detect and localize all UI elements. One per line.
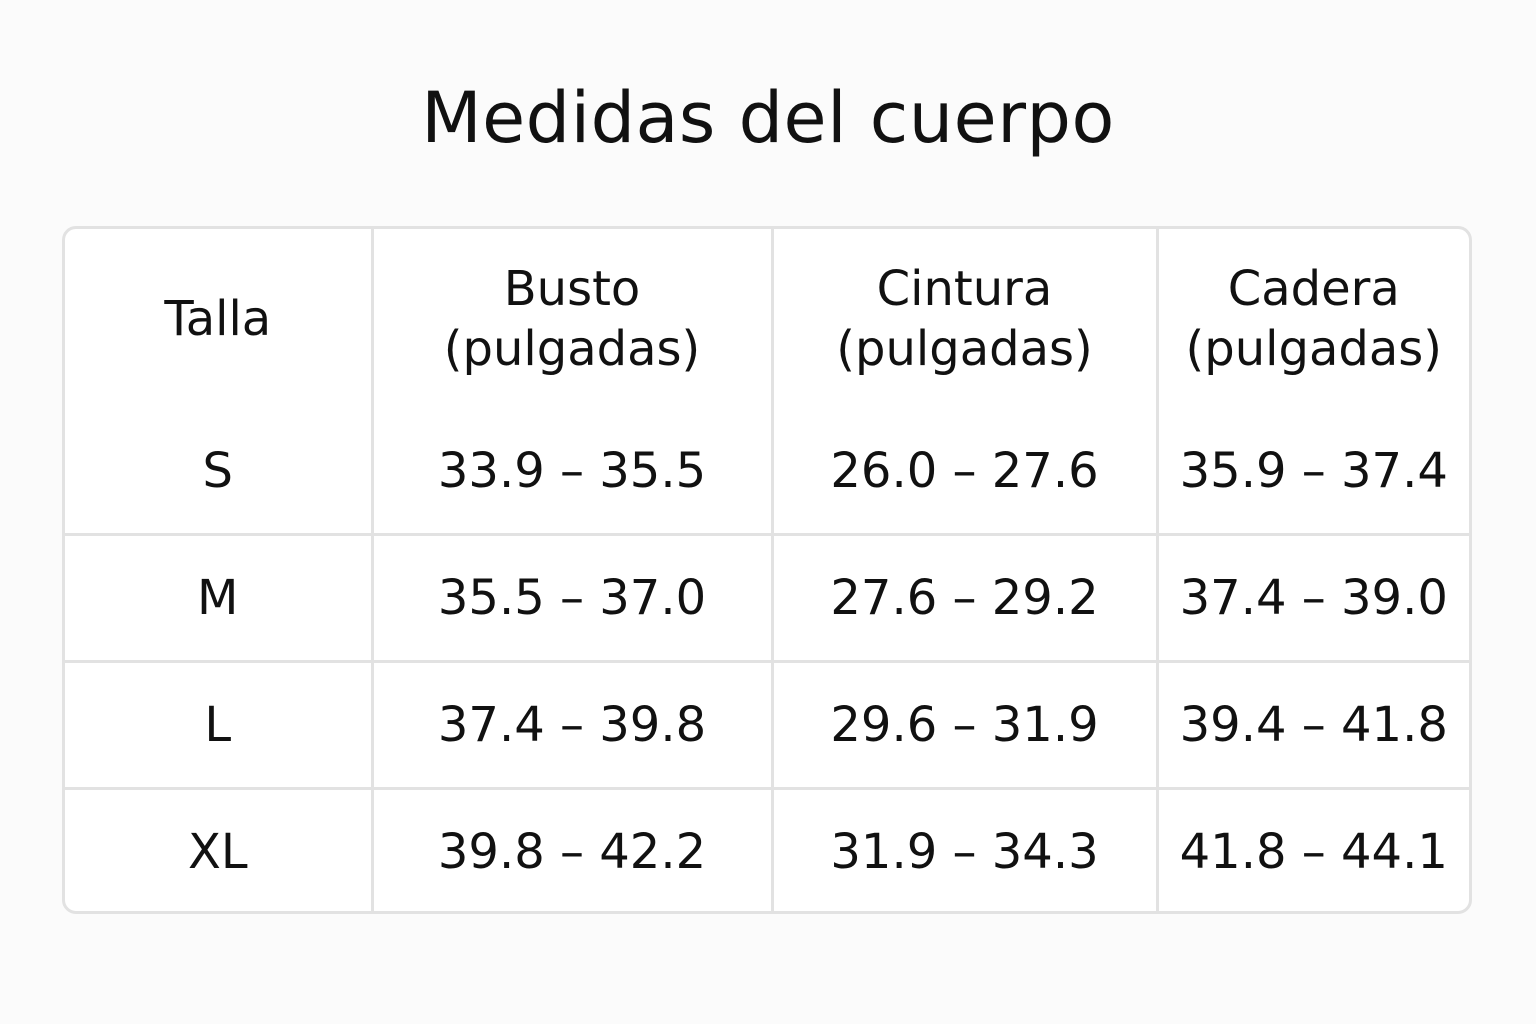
measure-cell: 26.0 – 27.6 [770, 409, 1159, 536]
measure-cell: 35.9 – 37.4 [1155, 409, 1469, 536]
column-unit: (pulgadas) [1185, 321, 1442, 377]
table-head: Talla Busto (pulgadas) Cintura (pulgadas) Cad… [65, 229, 1469, 409]
measure-cell: 41.8 – 44.1 [1155, 787, 1469, 911]
measure-cell: 37.4 – 39.8 [370, 660, 774, 790]
table-row: M 35.5 – 37.0 27.6 – 29.2 37.4 – 39.0 [65, 533, 1469, 663]
table-frame: Talla Busto (pulgadas) Cintura (pulgadas) Cad… [62, 226, 1472, 914]
measure-cell: 37.4 – 39.0 [1155, 533, 1469, 663]
measure-cell: 29.6 – 31.9 [770, 660, 1159, 790]
table-body: S 33.9 – 35.5 26.0 – 27.6 35.9 – 37.4 M 35.5 … [65, 409, 1469, 911]
column-header: Cintura (pulgadas) [770, 229, 1159, 409]
measure-cell: 35.5 – 37.0 [370, 533, 774, 663]
header-row: Talla Busto (pulgadas) Cintura (pulgadas) Cad… [65, 229, 1469, 409]
size-cell: M [65, 533, 374, 663]
column-unit: (pulgadas) [443, 321, 701, 377]
column-name: Talla [164, 291, 272, 347]
size-cell: L [65, 660, 374, 790]
column-header: Talla [65, 229, 374, 409]
measure-cell: 39.8 – 42.2 [370, 787, 774, 911]
table-row: L 37.4 – 39.8 29.6 – 31.9 39.4 – 41.8 [65, 660, 1469, 790]
column-name: Cadera [1227, 261, 1400, 317]
table-row: XL 39.8 – 42.2 31.9 – 34.3 41.8 – 44.1 [65, 787, 1469, 911]
size-table: Talla Busto (pulgadas) Cintura (pulgadas) Cad… [65, 229, 1469, 911]
column-name: Busto [503, 261, 641, 317]
column-unit: (pulgadas) [836, 321, 1093, 377]
column-header: Cadera (pulgadas) [1155, 229, 1469, 409]
measure-cell: 31.9 – 34.3 [770, 787, 1159, 911]
measure-cell: 39.4 – 41.8 [1155, 660, 1469, 790]
title: Medidas del cuerpo [421, 77, 1115, 159]
column-name: Cintura [876, 261, 1053, 317]
measure-cell: 33.9 – 35.5 [370, 409, 774, 536]
measure-cell: 27.6 – 29.2 [770, 533, 1159, 663]
size-cell: XL [65, 787, 374, 911]
size-cell: S [65, 409, 374, 536]
table-row: S 33.9 – 35.5 26.0 – 27.6 35.9 – 37.4 [65, 409, 1469, 536]
column-header: Busto (pulgadas) [370, 229, 774, 409]
